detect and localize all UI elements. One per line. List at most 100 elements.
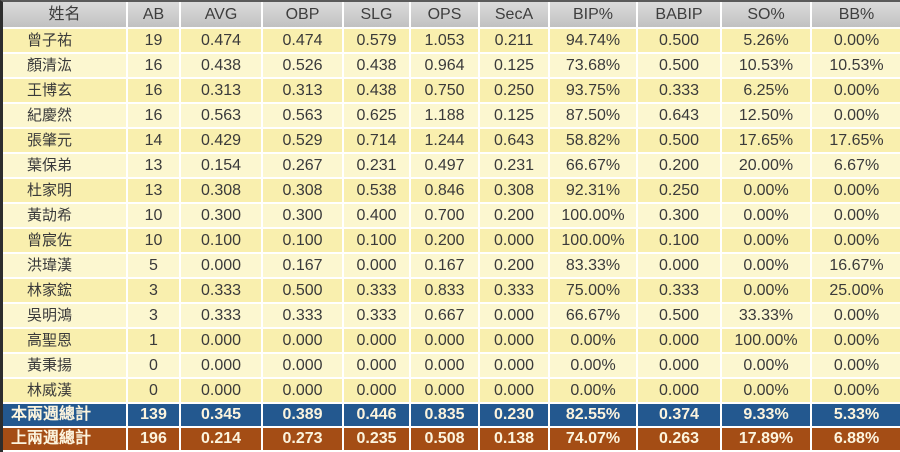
- stat-cell-slg: 0.100: [344, 229, 411, 254]
- stat-cell-seca: 0.643: [480, 129, 550, 154]
- stat-cell-slg: 0.231: [344, 154, 411, 179]
- stat-cell-ab: 0: [128, 354, 181, 379]
- table-row: 吳明鴻 3 0.333 0.333 0.333 0.667 0.000 66.67% 0.500…: [3, 304, 900, 329]
- stat-cell-seca: 0.125: [480, 104, 550, 129]
- stat-cell-ab: 3: [128, 304, 181, 329]
- stat-cell-obp: 0.308: [263, 179, 344, 204]
- summary-stat-cell-slg: 0.235: [344, 428, 411, 452]
- summary-stat-cell-bippct: 74.07%: [550, 428, 638, 452]
- stat-cell-bbpct: 0.00%: [812, 329, 900, 354]
- stat-cell-ab: 3: [128, 279, 181, 304]
- stat-cell-ops: 0.667: [411, 304, 480, 329]
- summary-row: 本兩週總計 139 0.345 0.389 0.446 0.835 0.230 82.55% 0…: [3, 404, 900, 428]
- stat-cell-slg: 0.579: [344, 29, 411, 54]
- stat-cell-babip: 0.333: [638, 279, 722, 304]
- stat-cell-ab: 16: [128, 104, 181, 129]
- stat-cell-sopct: 5.26%: [722, 29, 812, 54]
- table-row: 紀慶然 16 0.563 0.563 0.625 1.188 0.125 87.50% 0.64…: [3, 104, 900, 129]
- stat-cell-slg: 0.538: [344, 179, 411, 204]
- stat-cell-avg: 0.000: [181, 379, 263, 404]
- stat-cell-obp: 0.000: [263, 354, 344, 379]
- table-row: 曾宸佐 10 0.100 0.100 0.100 0.200 0.000 100.00% 0.1…: [3, 229, 900, 254]
- stat-cell-slg: 0.000: [344, 254, 411, 279]
- stat-cell-ops: 0.000: [411, 354, 480, 379]
- stat-cell-seca: 0.000: [480, 329, 550, 354]
- summary-stat-cell-ab: 196: [128, 428, 181, 452]
- summary-stat-cell-bbpct: 5.33%: [812, 404, 900, 428]
- stat-cell-ab: 13: [128, 154, 181, 179]
- stat-cell-obp: 0.300: [263, 204, 344, 229]
- stat-cell-avg: 0.308: [181, 179, 263, 204]
- player-name-cell: 曾子祐: [3, 29, 128, 54]
- column-header-obp: OBP: [263, 2, 344, 29]
- stat-cell-babip: 0.500: [638, 54, 722, 79]
- stat-cell-ab: 1: [128, 329, 181, 354]
- column-header-avg: AVG: [181, 2, 263, 29]
- stat-cell-bbpct: 25.00%: [812, 279, 900, 304]
- stat-cell-slg: 0.333: [344, 279, 411, 304]
- stat-cell-ops: 0.750: [411, 79, 480, 104]
- table-header: 姓名 AB AVG OBP SLG OPS SecA BIP% BABIP SO% BB%: [3, 2, 900, 29]
- summary-stat-cell-babip: 0.374: [638, 404, 722, 428]
- player-name-cell: 葉保弟: [3, 154, 128, 179]
- stat-cell-seca: 0.000: [480, 379, 550, 404]
- stat-cell-ab: 10: [128, 204, 181, 229]
- stat-cell-babip: 0.300: [638, 204, 722, 229]
- stat-cell-avg: 0.438: [181, 54, 263, 79]
- table-row: 王博玄 16 0.313 0.313 0.438 0.750 0.250 93.75% 0.33…: [3, 79, 900, 104]
- stat-cell-ab: 13: [128, 179, 181, 204]
- stat-cell-bippct: 92.31%: [550, 179, 638, 204]
- stat-cell-ops: 1.244: [411, 129, 480, 154]
- stat-cell-bippct: 100.00%: [550, 204, 638, 229]
- stat-cell-obp: 0.529: [263, 129, 344, 154]
- table-row: 林家鋐 3 0.333 0.500 0.333 0.833 0.333 75.00% 0.333…: [3, 279, 900, 304]
- player-name-cell: 顏清汯: [3, 54, 128, 79]
- stat-cell-bippct: 93.75%: [550, 79, 638, 104]
- stat-cell-seca: 0.231: [480, 154, 550, 179]
- stat-cell-bbpct: 0.00%: [812, 354, 900, 379]
- table-row: 葉保弟 13 0.154 0.267 0.231 0.497 0.231 66.67% 0.20…: [3, 154, 900, 179]
- stat-cell-ops: 0.846: [411, 179, 480, 204]
- stat-cell-bippct: 100.00%: [550, 229, 638, 254]
- stat-cell-avg: 0.000: [181, 254, 263, 279]
- player-name-cell: 杜家明: [3, 179, 128, 204]
- stat-cell-ops: 0.497: [411, 154, 480, 179]
- summary-stat-cell-seca: 0.230: [480, 404, 550, 428]
- column-header-seca: SecA: [480, 2, 550, 29]
- stat-cell-seca: 0.000: [480, 354, 550, 379]
- stat-cell-babip: 0.100: [638, 229, 722, 254]
- stat-cell-seca: 0.000: [480, 304, 550, 329]
- stat-cell-bbpct: 0.00%: [812, 29, 900, 54]
- summary-stat-cell-bbpct: 6.88%: [812, 428, 900, 452]
- stat-cell-sopct: 17.65%: [722, 129, 812, 154]
- column-header-babip: BABIP: [638, 2, 722, 29]
- column-header-slg: SLG: [344, 2, 411, 29]
- stat-cell-sopct: 100.00%: [722, 329, 812, 354]
- stat-cell-obp: 0.563: [263, 104, 344, 129]
- stat-cell-bippct: 58.82%: [550, 129, 638, 154]
- summary-stat-cell-ab: 139: [128, 404, 181, 428]
- stat-cell-seca: 0.000: [480, 229, 550, 254]
- stat-cell-bbpct: 17.65%: [812, 129, 900, 154]
- stat-cell-ops: 0.000: [411, 379, 480, 404]
- stat-cell-sopct: 0.00%: [722, 379, 812, 404]
- stat-cell-sopct: 0.00%: [722, 354, 812, 379]
- stat-cell-seca: 0.211: [480, 29, 550, 54]
- stat-cell-avg: 0.300: [181, 204, 263, 229]
- stat-cell-avg: 0.154: [181, 154, 263, 179]
- summary-stat-cell-obp: 0.273: [263, 428, 344, 452]
- stat-cell-sopct: 0.00%: [722, 229, 812, 254]
- stat-cell-bippct: 66.67%: [550, 154, 638, 179]
- table-body: 曾子祐 19 0.474 0.474 0.579 1.053 0.211 94.74% 0.50…: [3, 29, 900, 404]
- summary-stat-cell-seca: 0.138: [480, 428, 550, 452]
- stat-cell-sopct: 0.00%: [722, 279, 812, 304]
- stat-cell-sopct: 0.00%: [722, 204, 812, 229]
- player-name-cell: 吳明鴻: [3, 304, 128, 329]
- player-name-cell: 紀慶然: [3, 104, 128, 129]
- stat-cell-bippct: 66.67%: [550, 304, 638, 329]
- summary-label: 本兩週總計: [3, 404, 128, 428]
- stat-cell-obp: 0.267: [263, 154, 344, 179]
- table-row: 顏清汯 16 0.438 0.526 0.438 0.964 0.125 73.68% 0.50…: [3, 54, 900, 79]
- stat-cell-slg: 0.000: [344, 354, 411, 379]
- stat-cell-slg: 0.625: [344, 104, 411, 129]
